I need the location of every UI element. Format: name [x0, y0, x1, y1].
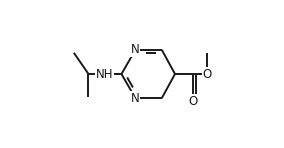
- Text: N: N: [131, 92, 140, 105]
- Text: N: N: [131, 43, 140, 56]
- Text: NH: NH: [96, 67, 113, 81]
- Text: O: O: [202, 67, 212, 81]
- Text: O: O: [188, 95, 197, 108]
